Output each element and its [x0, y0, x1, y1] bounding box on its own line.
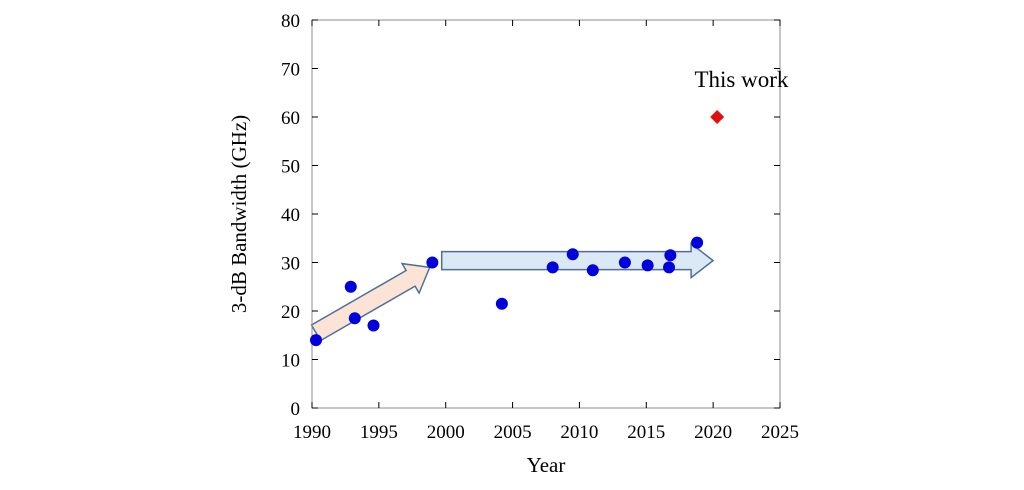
- x-tick-label: 2025: [761, 422, 799, 443]
- data-point: [344, 280, 357, 293]
- data-point: [586, 264, 599, 277]
- data-point: [618, 256, 631, 269]
- x-axis-title: Year: [527, 453, 566, 477]
- axis-ticks: [311, 19, 781, 409]
- y-axis-title: 3-dB Bandwidth (GHz): [227, 115, 251, 313]
- y-tick-label: 30: [281, 254, 300, 275]
- x-tick-label: 2015: [627, 422, 665, 443]
- x-tick-label: 2000: [427, 422, 465, 443]
- y-tick-label: 20: [281, 302, 300, 323]
- data-point: [566, 248, 579, 261]
- data-point: [663, 261, 676, 274]
- x-tick-label: 2005: [494, 422, 532, 443]
- y-tick-label: 50: [281, 157, 300, 178]
- data-point: [367, 319, 380, 332]
- data-points: [310, 110, 725, 347]
- axis-labels: 0 10 20 30 40 50 60 70 80 1990 1995 2000 2005 2010 201…: [281, 11, 799, 443]
- y-tick-label: 10: [281, 351, 300, 372]
- y-tick-label: 80: [281, 11, 300, 32]
- this-work-point: [710, 110, 725, 124]
- x-tick-label: 2010: [560, 422, 598, 443]
- this-work-annotation: This work: [694, 67, 788, 92]
- data-point: [691, 236, 704, 249]
- trend-arrow-1: [310, 262, 431, 342]
- y-tick-label: 60: [281, 108, 300, 129]
- y-tick-label: 40: [281, 205, 300, 226]
- x-tick-label: 1995: [360, 422, 398, 443]
- y-tick-label: 70: [281, 60, 300, 81]
- data-point: [641, 259, 654, 272]
- data-point: [664, 249, 677, 262]
- x-tick-label: 2020: [694, 422, 732, 443]
- y-tick-label: 0: [291, 399, 301, 420]
- data-point: [546, 261, 559, 274]
- x-tick-label: 1990: [293, 422, 331, 443]
- data-point: [426, 256, 439, 269]
- data-point: [495, 297, 508, 310]
- data-point: [348, 312, 361, 325]
- data-point: [310, 334, 323, 347]
